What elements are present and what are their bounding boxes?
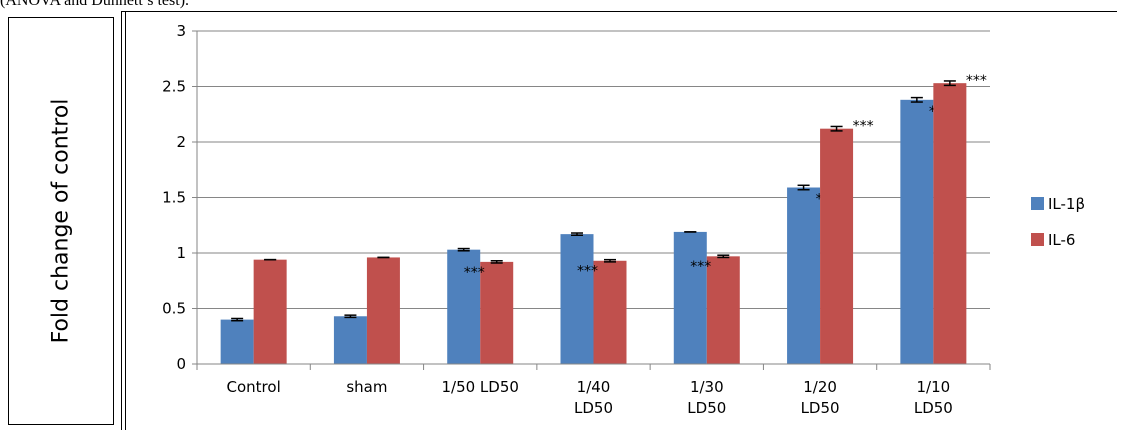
significance-marker: *** [690,259,711,275]
bar [447,249,481,364]
bar [333,316,367,364]
significance-marker: *** [853,118,874,134]
significance-marker: *** [966,73,987,89]
legend-swatch [1031,233,1044,246]
x-tick-label: 1/50 LD50 [441,378,518,396]
chart-frame-inner-border [125,11,126,430]
bar [253,259,287,364]
y-tick-label: 0 [176,355,186,373]
x-tick-label: 1/30 [690,378,724,396]
x-tick-label: LD50 [914,399,953,417]
legend-label: IL-6 [1048,231,1075,249]
x-tick-label: 1/20 [803,378,837,396]
y-tick-label: 2.5 [162,78,186,96]
x-tick-label: 1/10 [917,378,951,396]
significance-marker: *** [577,264,598,280]
figure-caption: (ANOVA and Dunnett’s test). [0,0,190,9]
significance-marker: *** [464,265,485,281]
bar [673,231,707,364]
x-tick-label: Control [227,378,281,396]
bar [820,128,854,364]
bar [220,319,254,364]
bar [480,261,514,364]
bar [787,187,821,364]
legend-label: IL-1β [1048,195,1085,213]
x-tick-label: 1/40 [577,378,611,396]
x-tick-label: sham [346,378,387,396]
y-tick-label: 0.5 [162,300,186,318]
y-tick-label: 1.5 [162,189,186,207]
x-tick-label: LD50 [687,399,726,417]
y-tick-label: 1 [176,244,186,262]
bar [560,234,594,364]
y-tick-label: 2 [176,133,186,151]
bar [900,99,934,364]
y-tick-label: 3 [176,22,186,40]
x-tick-label: LD50 [574,399,613,417]
x-tick-label: LD50 [801,399,840,417]
bar [933,83,967,365]
y-axis-label-box: Fold change of control [8,17,114,425]
chart-frame [121,11,1117,430]
legend-swatch [1031,197,1044,210]
bar [593,260,627,364]
bar [706,256,740,364]
bar [366,257,400,364]
